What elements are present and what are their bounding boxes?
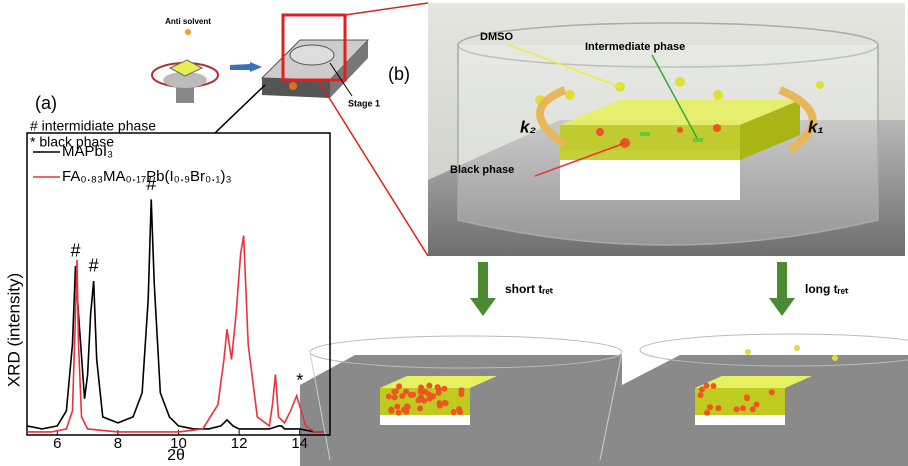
particle: [768, 389, 775, 396]
panel-label: (b): [388, 64, 410, 84]
x-tick-label: 8: [114, 435, 122, 452]
series-line: [26, 199, 324, 433]
particle: [417, 405, 424, 412]
particles: [385, 382, 775, 416]
particle: [458, 391, 465, 398]
annotation: #: [89, 256, 99, 276]
particle: [715, 405, 722, 412]
particle: [697, 392, 704, 399]
particle: [441, 385, 448, 392]
particle: [749, 406, 756, 413]
x-tick-label: 6: [53, 435, 61, 452]
particle: [743, 395, 750, 402]
label: k₂: [520, 117, 536, 136]
particle: [403, 388, 410, 395]
particle: [392, 388, 399, 395]
particle: [395, 409, 402, 416]
particle: [441, 399, 448, 406]
annotation: #: [70, 241, 80, 261]
particle: [418, 384, 425, 391]
label: Black phase: [450, 164, 514, 176]
label: long tᵣₑₜ: [805, 282, 849, 296]
particle: [385, 393, 392, 400]
panel-label: (a): [35, 93, 57, 113]
particle: [703, 382, 710, 389]
particle: [394, 403, 401, 410]
particle: [399, 393, 406, 400]
particle: [418, 394, 425, 401]
particle: [739, 405, 746, 412]
label: Anti solvent: [165, 17, 211, 26]
legend-label: FA₀.₈₃MA₀.₁₇Pb(I₀.₉Br₀.₁)₃: [62, 168, 232, 185]
particle: [753, 401, 760, 408]
particle: [450, 409, 457, 416]
particle: [391, 394, 398, 401]
annotation: #: [146, 174, 156, 194]
annotation: *: [296, 370, 303, 390]
x-tick-label: 14: [291, 435, 308, 452]
particle: [733, 406, 740, 413]
particle: [407, 392, 414, 399]
particle: [698, 386, 705, 393]
xrd-chart: 6 8 10 12 14 MAPbI₃ FA₀.₈₃MA₀.₁₇Pb(I₀.₉Br₀.₁)₃…: [26, 143, 324, 452]
x-axis-label: 2θ: [167, 447, 185, 464]
particle: [456, 406, 463, 413]
particle: [430, 393, 437, 400]
particle: [396, 383, 403, 390]
particle: [403, 408, 410, 415]
x-tick-label: 12: [231, 435, 248, 452]
label: Stage 1: [348, 98, 380, 108]
label: k₁: [808, 117, 823, 136]
note: # intermidiate phase: [30, 118, 156, 134]
setup: [151, 2, 429, 257]
series-line: [27, 235, 324, 433]
particle: [388, 407, 395, 414]
particle: [436, 402, 443, 409]
label: short tᵣₑₜ: [505, 282, 554, 296]
panel-b-scene: [428, 3, 905, 256]
y-axis-label: XRD (intensity): [4, 273, 23, 387]
particle: [704, 409, 711, 416]
note: * black phase: [30, 134, 114, 150]
particle: [403, 403, 410, 410]
particle: [435, 389, 442, 396]
label: Intermediate phase: [585, 41, 685, 53]
particle: [710, 383, 717, 390]
particle: [426, 382, 433, 389]
x-tick-label: 10: [170, 435, 187, 452]
label: DMSO: [480, 31, 513, 43]
legend-label: MAPbI₃: [62, 143, 113, 160]
particle: [707, 404, 714, 411]
particle: [425, 391, 432, 398]
